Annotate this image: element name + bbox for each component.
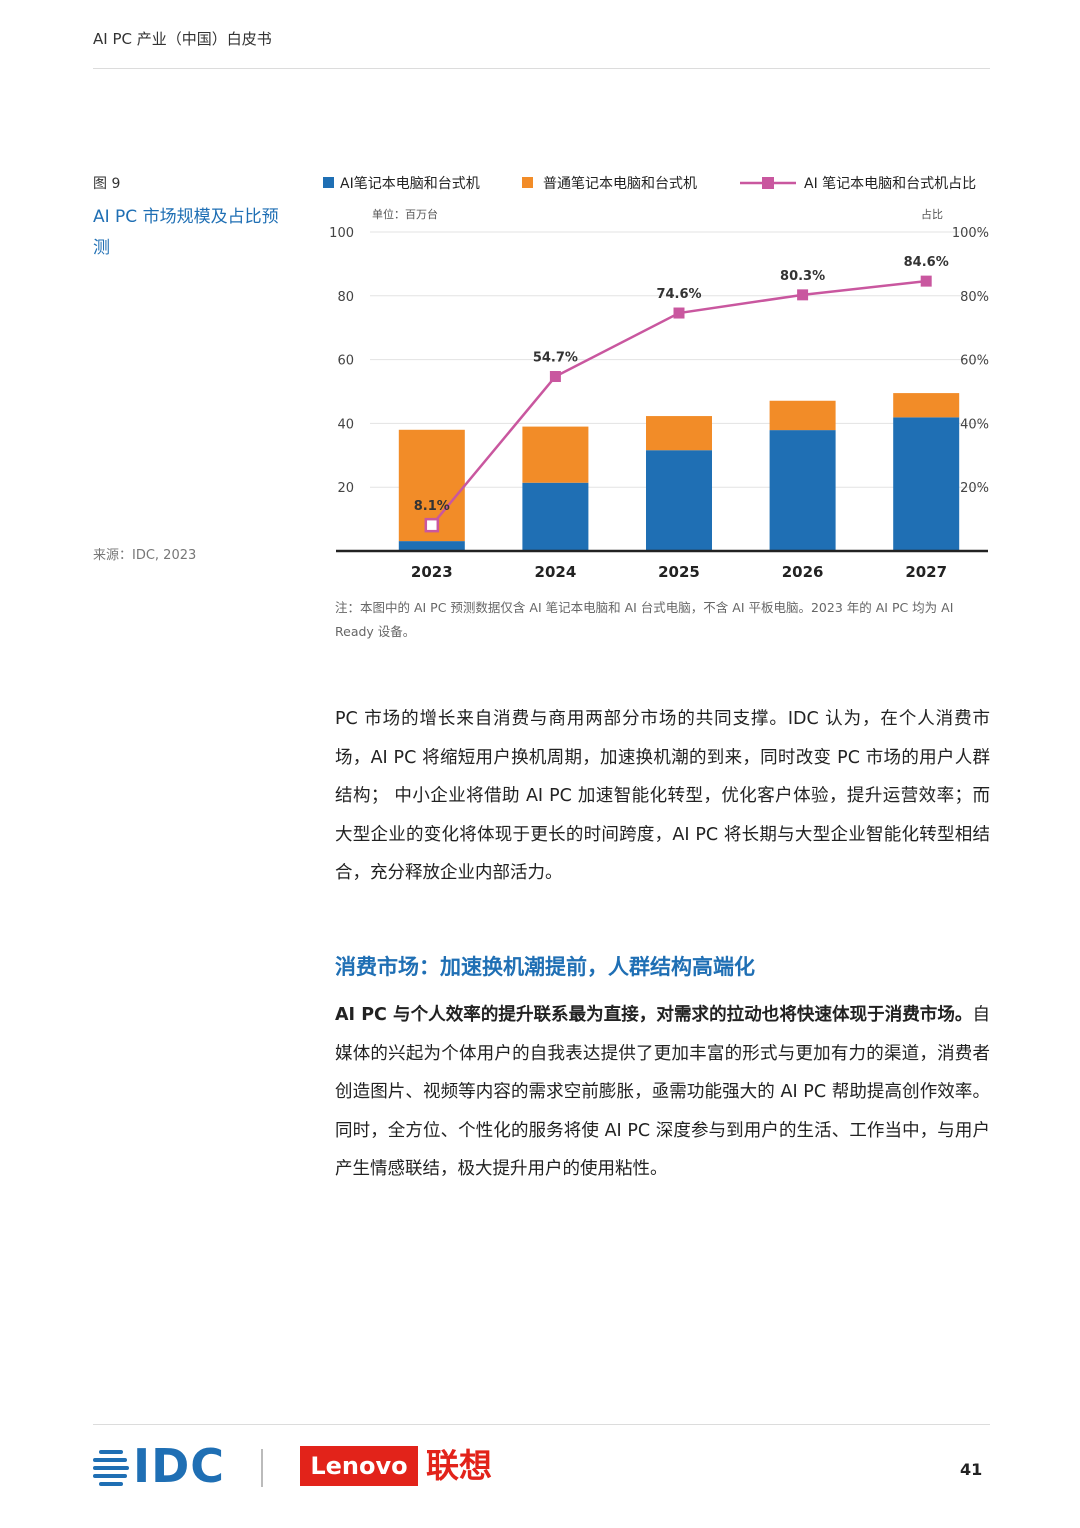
- figure-number: 图 9: [93, 176, 121, 192]
- share-data-label: 74.6%: [656, 287, 701, 302]
- idc-logo-text: IDC: [133, 1439, 226, 1493]
- y2-tick-label: 20%: [960, 481, 989, 496]
- share-data-label: 54.7%: [533, 351, 578, 366]
- x-tick-label: 2023: [411, 563, 453, 581]
- idc-logo: IDC: [93, 1439, 228, 1493]
- legend-marker-share: [762, 177, 774, 189]
- body-paragraph-2: AI PC 与个人效率的提升联系最为直接，对需求的拉动也将快速体现于消费市场。自…: [335, 996, 990, 1189]
- lenovo-logo: Lenovo: [300, 1446, 418, 1486]
- figure-note: 注：本图中的 AI PC 预测数据仅含 AI 笔记本电脑和 AI 台式电脑，不含…: [335, 600, 954, 639]
- legend-swatch-regular: [522, 177, 533, 188]
- share-marker: [424, 517, 440, 533]
- header-divider: [93, 68, 990, 69]
- paragraph-body: 自媒体的兴起为个体用户的自我表达提供了更加丰富的形式与更加有力的渠道，消费者创造…: [335, 1005, 990, 1179]
- y2-tick-label: 60%: [960, 354, 989, 369]
- bar-regular: [522, 426, 589, 483]
- bar-ai: [893, 417, 960, 551]
- legend-label-regular: 普通笔记本电脑和台式机: [543, 176, 697, 192]
- bar-regular: [769, 400, 836, 431]
- y-tick-label: 60: [337, 354, 354, 369]
- market-forecast-chart: AI笔记本电脑和台式机 普通笔记本电脑和台式机 AI 笔记本电脑和台式机占比单位：百…: [323, 176, 989, 581]
- bar-ai: [398, 541, 465, 551]
- x-tick-label: 2027: [905, 563, 947, 581]
- share-marker: [797, 289, 809, 301]
- lenovo-logo-cn: 联想: [426, 1446, 492, 1485]
- x-tick-label: 2024: [535, 563, 577, 581]
- share-marker: [549, 371, 561, 383]
- y-tick-label: 20: [337, 481, 354, 496]
- share-data-label: 8.1%: [414, 499, 450, 514]
- legend-label-share: AI 笔记本电脑和台式机占比: [804, 176, 976, 192]
- bar-ai: [769, 430, 836, 551]
- y-axis-unit-label: 单位：百万台: [372, 207, 438, 221]
- body-paragraph-1: PC 市场的增长来自消费与商用两部分市场的共同支撑。IDC 认为，在个人消费市场…: [335, 709, 990, 883]
- section-heading: 消费市场：加速换机潮提前，人群结构高端化: [335, 955, 755, 979]
- bar-ai: [522, 482, 589, 551]
- idc-logo-mark: [93, 1448, 129, 1486]
- share-marker: [920, 275, 932, 287]
- x-tick-label: 2026: [782, 563, 824, 581]
- bar-regular: [646, 416, 712, 451]
- bar-regular: [893, 393, 960, 418]
- legend-label-ai: AI笔记本电脑和台式机: [340, 176, 480, 192]
- logo-divider: [261, 1449, 263, 1487]
- x-tick-label: 2025: [658, 563, 700, 581]
- share-data-label: 84.6%: [904, 255, 949, 270]
- header-title: AI PC 产业（中国）白皮书: [93, 30, 272, 48]
- y2-tick-label: 80%: [960, 290, 989, 305]
- page-number: 41: [960, 1460, 983, 1479]
- y-tick-label: 80: [337, 290, 354, 305]
- footer-divider: [93, 1424, 990, 1425]
- share-data-label: 80.3%: [780, 269, 825, 284]
- y2-axis-unit-label: 占比: [921, 207, 943, 221]
- y-tick-label: 40: [337, 417, 354, 432]
- y2-tick-label: 100%: [952, 226, 989, 241]
- legend-swatch-ai: [323, 177, 334, 188]
- figure-source: 来源：IDC, 2023: [93, 548, 197, 563]
- share-marker: [673, 307, 685, 319]
- y-tick-label: 100: [329, 226, 354, 241]
- y2-tick-label: 40%: [960, 417, 989, 432]
- paragraph-lead-bold: AI PC 与个人效率的提升联系最为直接，对需求的拉动也将快速体现于消费市场。: [335, 1005, 973, 1025]
- bar-ai: [646, 450, 712, 551]
- figure-title: AI PC 市场规模及占比预测: [93, 207, 279, 258]
